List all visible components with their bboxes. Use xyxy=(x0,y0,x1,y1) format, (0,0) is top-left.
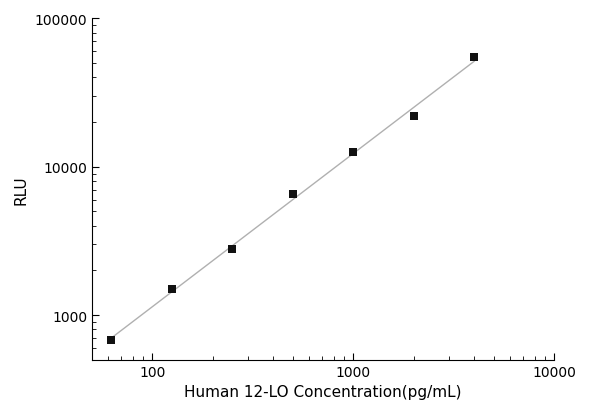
Point xyxy=(107,337,116,343)
Point xyxy=(349,150,358,156)
Point xyxy=(288,192,297,198)
Point xyxy=(409,113,418,120)
X-axis label: Human 12-LO Concentration(pg/mL): Human 12-LO Concentration(pg/mL) xyxy=(184,384,462,399)
Point xyxy=(167,286,176,292)
Point xyxy=(470,55,479,61)
Point xyxy=(228,246,237,252)
Y-axis label: RLU: RLU xyxy=(14,175,29,204)
